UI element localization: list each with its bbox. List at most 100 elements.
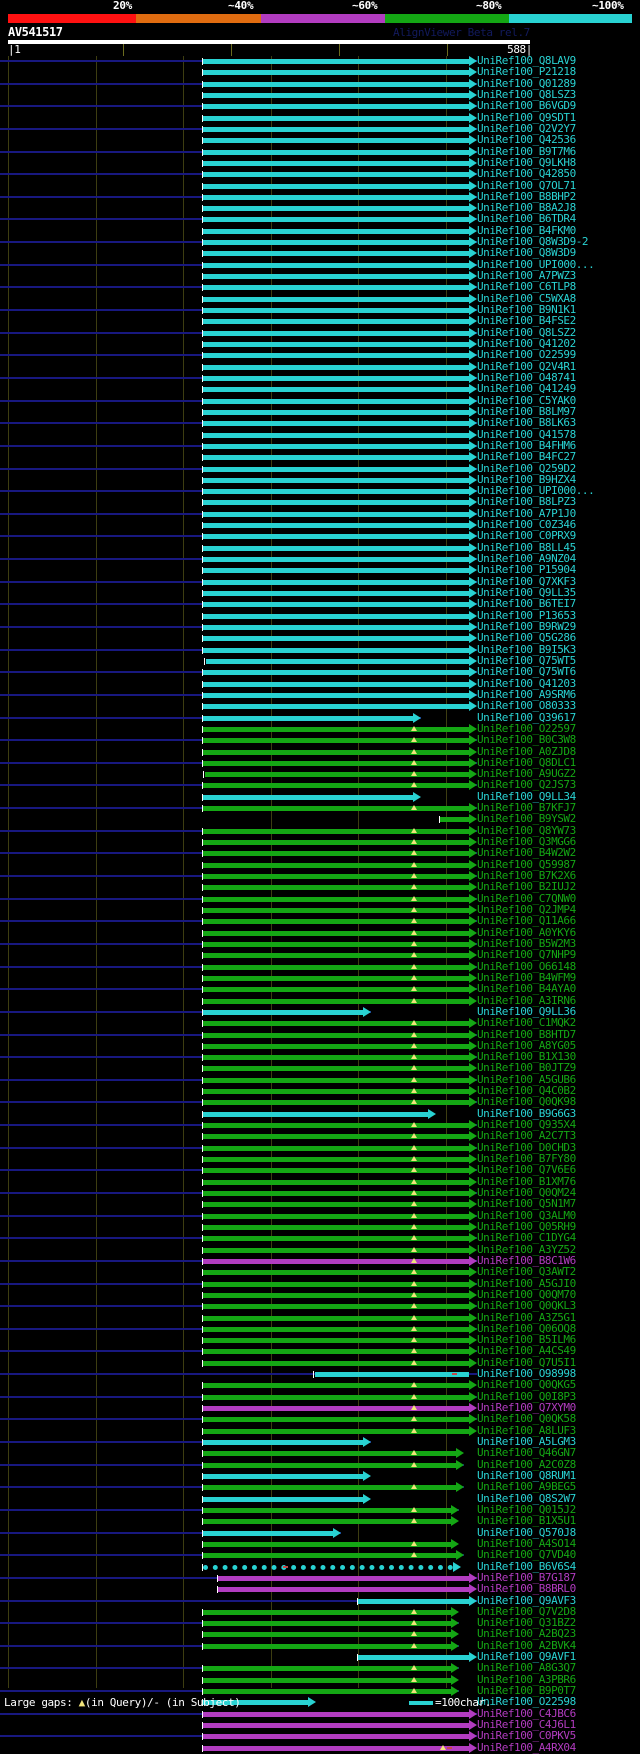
- hit-accession-label[interactable]: UniRef100_C4J6L1: [477, 1718, 576, 1732]
- hsp-bar[interactable]: [203, 998, 469, 1004]
- hsp-bar[interactable]: [203, 1315, 469, 1321]
- hsp-bar[interactable]: [203, 240, 469, 246]
- hsp-bar[interactable]: [203, 1541, 451, 1547]
- alignment-row[interactable]: UniRef100_Q41249: [0, 383, 640, 395]
- hit-accession-label[interactable]: UniRef100_Q935X4: [477, 1118, 576, 1132]
- hsp-bar[interactable]: [203, 1009, 363, 1015]
- hit-accession-label[interactable]: UniRef100_Q8LSZ3: [477, 87, 576, 101]
- alignment-row[interactable]: UniRef100_B9P0T7: [0, 1685, 640, 1697]
- hit-accession-label[interactable]: UniRef100_C0PKV5: [477, 1729, 576, 1743]
- hsp-bar[interactable]: [218, 1587, 469, 1593]
- hit-accession-label[interactable]: UniRef100_Q8DLC1: [477, 755, 576, 769]
- alignment-row[interactable]: UniRef100_Q0QKL3: [0, 1299, 640, 1313]
- hsp-bar[interactable]: [203, 149, 469, 155]
- hit-accession-label[interactable]: UniRef100_Q5G286: [477, 631, 576, 645]
- hit-accession-label[interactable]: UniRef100_A3IRN6: [477, 993, 576, 1007]
- hit-accession-label[interactable]: UniRef100_B4WFM9: [477, 970, 576, 984]
- hsp-bar[interactable]: [203, 1530, 333, 1536]
- alignment-row[interactable]: UniRef100_C6TLP8: [0, 280, 640, 294]
- hit-accession-label[interactable]: UniRef100_Q259D2: [477, 461, 576, 475]
- hit-accession-label[interactable]: UniRef100_B7FY80: [477, 1152, 576, 1166]
- alignment-row[interactable]: UniRef100_B8LK63: [0, 417, 640, 429]
- hit-accession-label[interactable]: UniRef100_B9YSW2: [477, 812, 576, 826]
- alignment-row[interactable]: UniRef100_B7KFJ7: [0, 802, 640, 814]
- alignment-row[interactable]: UniRef100_C0Z346: [0, 519, 640, 531]
- hsp-bar[interactable]: [203, 1270, 469, 1276]
- alignment-row[interactable]: UniRef100_P15904: [0, 564, 640, 576]
- hsp-bar[interactable]: [203, 1281, 469, 1287]
- hsp-bar[interactable]: [203, 1428, 469, 1434]
- hit-accession-label[interactable]: UniRef100_O80333: [477, 699, 576, 713]
- hsp-bar[interactable]: [203, 1451, 456, 1457]
- hit-accession-label[interactable]: UniRef100_Q9LKH8: [477, 155, 576, 169]
- alignment-row[interactable]: UniRef100_A7PWZ3: [0, 270, 640, 282]
- alignment-row[interactable]: UniRef100_Q39617: [0, 711, 640, 724]
- hsp-bar[interactable]: [203, 987, 469, 993]
- hit-accession-label[interactable]: UniRef100_O48741: [477, 370, 576, 384]
- hsp-bar[interactable]: [203, 636, 469, 642]
- alignment-row[interactable]: UniRef100_Q7VD40: [0, 1549, 640, 1561]
- alignment-row[interactable]: UniRef100_B4FC27: [0, 451, 640, 463]
- hit-accession-label[interactable]: UniRef100_UPI000...: [477, 484, 595, 498]
- hsp-bar[interactable]: [203, 726, 469, 732]
- alignment-row[interactable]: UniRef100_B9G6G3: [0, 1107, 640, 1120]
- hit-accession-label[interactable]: UniRef100_B9T7M6: [477, 144, 576, 158]
- hsp-bar[interactable]: [203, 1700, 308, 1706]
- hsp-bar[interactable]: [358, 1655, 469, 1661]
- hit-accession-label[interactable]: UniRef100_Q11A66: [477, 914, 576, 928]
- hsp-bar[interactable]: [203, 715, 413, 721]
- alignment-row[interactable]: UniRef100_Q42850: [0, 168, 640, 180]
- alignment-row[interactable]: UniRef100_Q41202: [0, 338, 640, 350]
- hit-accession-label[interactable]: UniRef100_Q0QK98: [477, 1095, 576, 1109]
- hit-accession-label[interactable]: UniRef100_Q3MGG6: [477, 835, 576, 849]
- hit-accession-label[interactable]: UniRef100_P21218: [477, 65, 576, 79]
- hit-accession-label[interactable]: UniRef100_Q0QKL3: [477, 1299, 576, 1313]
- hsp-bar[interactable]: [203, 613, 469, 619]
- hsp-bar[interactable]: [203, 1507, 451, 1513]
- alignment-row[interactable]: UniRef100_Q7NHP9: [0, 948, 640, 962]
- hit-accession-label[interactable]: UniRef100_B4FHM6: [477, 438, 576, 452]
- hit-accession-label[interactable]: UniRef100_B8A2J8: [477, 201, 576, 215]
- hit-accession-label[interactable]: UniRef100_D0CHD3: [477, 1140, 576, 1154]
- alignment-row[interactable]: UniRef100_Q75WT6: [0, 666, 640, 678]
- alignment-row[interactable]: UniRef100_Q4C0B2: [0, 1085, 640, 1097]
- alignment-row[interactable]: UniRef100_A0ZJD8: [0, 744, 640, 758]
- hsp-bar[interactable]: [203, 1723, 469, 1729]
- hit-accession-label[interactable]: UniRef100_C5YAK0: [477, 393, 576, 407]
- hsp-bar[interactable]: [203, 749, 469, 755]
- hsp-bar[interactable]: [203, 1553, 456, 1559]
- hsp-bar[interactable]: [203, 783, 469, 789]
- alignment-row[interactable]: UniRef100_Q11A66: [0, 914, 640, 928]
- hsp-bar[interactable]: [203, 274, 469, 280]
- alignment-row[interactable]: UniRef100_C7QNW0: [0, 892, 640, 905]
- alignment-row[interactable]: UniRef100_Q7XKF3: [0, 575, 640, 588]
- hit-accession-label[interactable]: UniRef100_O22597: [477, 721, 576, 735]
- alignment-row[interactable]: UniRef100_A3PBR6: [0, 1673, 640, 1686]
- alignment-row[interactable]: UniRef100_C4JBC6: [0, 1707, 640, 1720]
- alignment-row[interactable]: UniRef100_Q31BZ2: [0, 1617, 640, 1629]
- hsp-bar[interactable]: [203, 1734, 469, 1740]
- hsp-bar[interactable]: [203, 557, 469, 563]
- hit-accession-label[interactable]: UniRef100_Q7NHP9: [477, 948, 576, 962]
- hsp-bar[interactable]: [203, 1043, 469, 1049]
- hit-accession-label[interactable]: UniRef100_A2BQ23: [477, 1627, 576, 1641]
- hsp-bar[interactable]: [203, 330, 469, 336]
- alignment-row[interactable]: UniRef100_A4SO14: [0, 1537, 640, 1550]
- hit-accession-label[interactable]: UniRef100_Q0QM24: [477, 1186, 576, 1199]
- alignment-row[interactable]: UniRef100_Q259D2: [0, 461, 640, 475]
- alignment-row[interactable]: UniRef100_Q7OL71: [0, 179, 640, 192]
- hit-accession-label[interactable]: UniRef100_B1X5U1: [477, 1514, 576, 1528]
- hit-accession-label[interactable]: UniRef100_C6TLP8: [477, 280, 576, 294]
- alignment-row[interactable]: UniRef100_O66148: [0, 960, 640, 973]
- alignment-row[interactable]: UniRef100_Q8YW73: [0, 824, 640, 837]
- hsp-bar[interactable]: [203, 511, 469, 517]
- alignment-row[interactable]: UniRef100_A4RX04: [0, 1741, 640, 1754]
- alignment-row[interactable]: UniRef100_UPI000...: [0, 258, 640, 271]
- alignment-row[interactable]: UniRef100_B9T7M6: [0, 144, 640, 158]
- hit-accession-label[interactable]: UniRef100_A0ZJD8: [477, 744, 576, 758]
- alignment-row[interactable]: UniRef100_Q42536: [0, 134, 640, 146]
- alignment-row[interactable]: UniRef100_A2C7T3: [0, 1130, 640, 1142]
- hit-accession-label[interactable]: UniRef100_B0JTZ9: [477, 1061, 576, 1075]
- alignment-row[interactable]: UniRef100_Q41578: [0, 428, 640, 441]
- alignment-row[interactable]: UniRef100_B1X130: [0, 1051, 640, 1063]
